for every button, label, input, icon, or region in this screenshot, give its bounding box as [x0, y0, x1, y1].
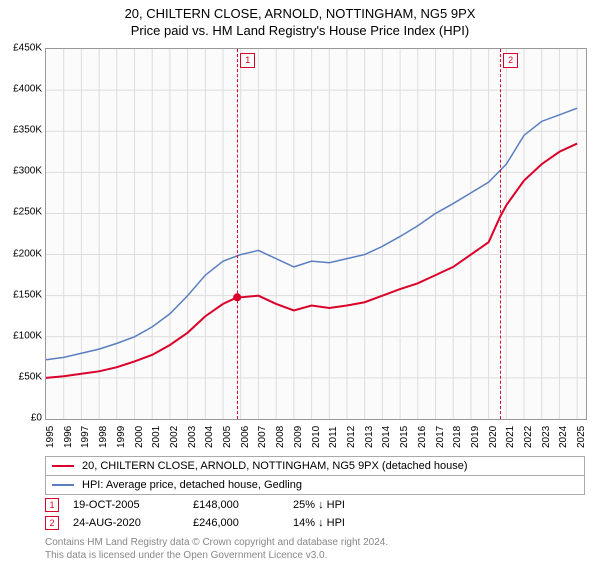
x-tick-label: 2010	[311, 426, 322, 448]
sale-marker-line	[237, 49, 238, 419]
legend-swatch-hpi	[52, 484, 74, 486]
y-tick-label: £50K	[2, 371, 42, 382]
x-tick-label: 2015	[399, 426, 410, 448]
x-tick-label: 2023	[541, 426, 552, 448]
title-main: 20, CHILTERN CLOSE, ARNOLD, NOTTINGHAM, …	[0, 6, 600, 21]
y-tick-label: £250K	[2, 207, 42, 218]
x-tick-label: 2020	[488, 426, 499, 448]
x-tick-label: 1996	[63, 426, 74, 448]
sale-marker-line	[500, 49, 501, 419]
x-tick-label: 2019	[470, 426, 481, 448]
sale-marker-icon: 1	[45, 498, 59, 512]
legend-label-hpi: HPI: Average price, detached house, Gedl…	[82, 479, 302, 491]
sale-delta: 14% ↓ HPI	[293, 517, 345, 529]
x-tick-label: 1995	[45, 426, 56, 448]
y-tick-label: £400K	[2, 84, 42, 95]
x-tick-label: 2016	[417, 426, 428, 448]
x-tick-label: 2014	[381, 426, 392, 448]
y-tick-label: £150K	[2, 289, 42, 300]
attribution-line1: Contains HM Land Registry data © Crown c…	[45, 536, 585, 549]
x-tick-label: 2024	[558, 426, 569, 448]
sale-marker-box: 1	[240, 53, 255, 68]
sale-row: 2 24-AUG-2020£246,00014% ↓ HPI	[45, 516, 585, 530]
y-tick-label: £450K	[2, 43, 42, 54]
chart-plot-area: 12	[45, 48, 587, 420]
x-tick-label: 1999	[116, 426, 127, 448]
title-block: 20, CHILTERN CLOSE, ARNOLD, NOTTINGHAM, …	[0, 0, 600, 38]
x-tick-label: 2003	[187, 426, 198, 448]
sale-date: 24-AUG-2020	[73, 517, 193, 529]
attribution-text: Contains HM Land Registry data © Crown c…	[45, 536, 585, 562]
sale-marker-icon: 2	[45, 516, 59, 530]
x-tick-label: 2018	[452, 426, 463, 448]
sale-row: 1 19-OCT-2005£148,00025% ↓ HPI	[45, 498, 585, 512]
y-tick-label: £0	[2, 413, 42, 424]
attribution-line2: This data is licensed under the Open Gov…	[45, 549, 585, 562]
x-tick-label: 2008	[275, 426, 286, 448]
sale-price: £148,000	[193, 499, 293, 511]
chart-svg	[46, 49, 586, 419]
y-tick-label: £350K	[2, 125, 42, 136]
x-tick-label: 2007	[257, 426, 268, 448]
x-tick-label: 1997	[80, 426, 91, 448]
x-tick-label: 2009	[293, 426, 304, 448]
chart-container: 20, CHILTERN CLOSE, ARNOLD, NOTTINGHAM, …	[0, 0, 600, 560]
sale-marker-box: 2	[503, 53, 518, 68]
legend-swatch-property	[52, 465, 74, 467]
legend-box: 20, CHILTERN CLOSE, ARNOLD, NOTTINGHAM, …	[45, 456, 585, 495]
y-tick-label: £100K	[2, 330, 42, 341]
x-tick-label: 2004	[204, 426, 215, 448]
sale-date: 19-OCT-2005	[73, 499, 193, 511]
x-tick-label: 2013	[364, 426, 375, 448]
x-tick-label: 2001	[151, 426, 162, 448]
legend-label-property: 20, CHILTERN CLOSE, ARNOLD, NOTTINGHAM, …	[82, 460, 468, 472]
x-tick-label: 2002	[169, 426, 180, 448]
x-tick-label: 2005	[222, 426, 233, 448]
sale-delta: 25% ↓ HPI	[293, 499, 345, 511]
x-tick-label: 2000	[134, 426, 145, 448]
sale-price: £246,000	[193, 517, 293, 529]
x-tick-label: 1998	[98, 426, 109, 448]
x-tick-label: 2021	[505, 426, 516, 448]
x-tick-label: 2025	[576, 426, 587, 448]
sales-table: 1 19-OCT-2005£148,00025% ↓ HPI 2 24-AUG-202…	[45, 498, 585, 534]
legend-row-hpi: HPI: Average price, detached house, Gedl…	[46, 476, 584, 494]
y-tick-label: £300K	[2, 166, 42, 177]
x-tick-label: 2022	[523, 426, 534, 448]
x-tick-label: 2012	[346, 426, 357, 448]
x-tick-label: 2011	[328, 426, 339, 448]
y-tick-label: £200K	[2, 248, 42, 259]
x-tick-label: 2017	[435, 426, 446, 448]
title-sub: Price paid vs. HM Land Registry's House …	[0, 23, 600, 38]
x-tick-label: 2006	[240, 426, 251, 448]
legend-row-property: 20, CHILTERN CLOSE, ARNOLD, NOTTINGHAM, …	[46, 457, 584, 476]
